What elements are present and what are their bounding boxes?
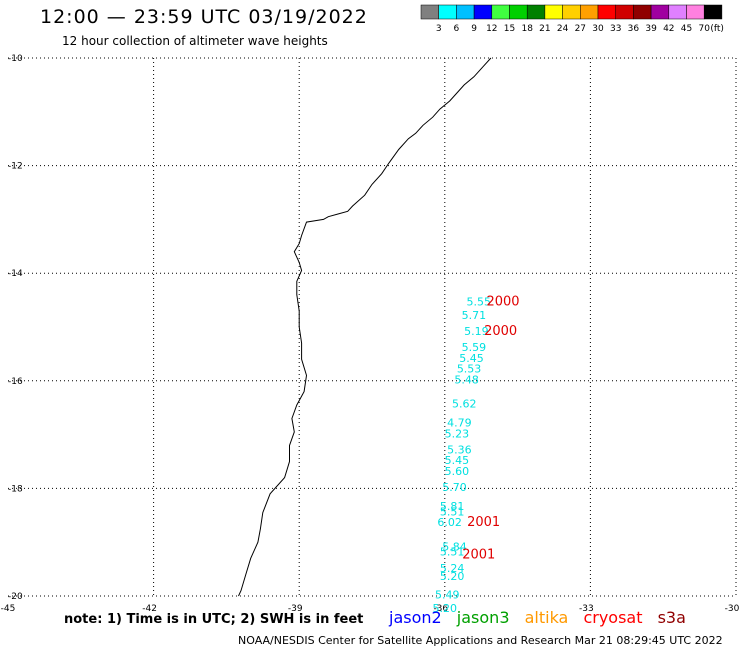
credit-line: NOAA/NESDIS Center for Satellite Applica… xyxy=(238,634,723,647)
colorbar-tick-label: 70 xyxy=(698,24,710,34)
wave-height-value: 5.59 xyxy=(462,341,487,354)
observation-time-label: 2001 xyxy=(467,515,500,530)
colorbar-tick-label: 15 xyxy=(504,24,515,34)
wave-height-value: 5.48 xyxy=(454,373,479,386)
wave-height-value: 5.36 xyxy=(447,443,472,456)
page-title: 12:00 — 23:59 UTC 03/19/2022 xyxy=(40,6,368,28)
colorbar-tick-label: 12 xyxy=(486,24,497,34)
wave-height-colorbar: 3 6 9 12 15 18 21 24 27 30 33 36 39 42 45 70 (ft) xyxy=(420,4,724,34)
wave-height-value: 5.60 xyxy=(445,465,470,478)
wave-height-value: 5.45 xyxy=(459,352,484,365)
wave-height-value: 5.20 xyxy=(433,602,458,615)
lat-tick-label: -18 xyxy=(8,484,23,494)
colorbar-tick-label: 18 xyxy=(521,24,533,34)
wave-height-value: 5.71 xyxy=(462,309,487,322)
wave-height-value: 5.23 xyxy=(445,427,470,440)
coastline xyxy=(238,57,492,597)
lat-tick-label: -10 xyxy=(8,54,23,64)
colorbar-tick-label: 24 xyxy=(557,24,569,34)
wave-height-value: 5.84 xyxy=(442,540,467,553)
lat-tick-label: -14 xyxy=(8,269,23,279)
satellite-legend: jason2 jason3 altika cryosat s3a xyxy=(389,608,696,627)
colorbar-tick-label: 27 xyxy=(575,24,586,34)
lon-tick-label: -39 xyxy=(288,604,303,614)
wave-height-value: 5.70 xyxy=(442,481,467,494)
colorbar-unit-label: (ft) xyxy=(710,24,724,34)
lon-tick-label: -42 xyxy=(142,604,157,614)
colorbar-tick-label: 42 xyxy=(663,24,674,34)
wave-height-value: 6.02 xyxy=(437,516,462,529)
wave-height-map[interactable]: -45 -42 -39 -36 -33 -30 -10 -12 -14 -16 -18 -20 5.55… xyxy=(0,0,740,620)
satellite-jason2-label: jason2 xyxy=(389,608,442,627)
wave-height-value: 5.51 xyxy=(440,505,465,518)
lat-tick-label: -16 xyxy=(8,377,23,387)
colorbar-tick-label: 36 xyxy=(628,24,640,34)
lon-tick-label: -36 xyxy=(433,604,448,614)
colorbar-tick-label: 39 xyxy=(645,24,657,34)
observation-time-label: 2000 xyxy=(486,294,519,309)
page-subtitle: 12 hour collection of altimeter wave hei… xyxy=(62,34,328,48)
wave-height-value: 5.51 xyxy=(440,546,465,559)
satellite-cryosat-label: cryosat xyxy=(583,608,643,627)
lon-tick-label: -33 xyxy=(579,604,594,614)
colorbar-tick-label: 30 xyxy=(592,24,604,34)
satellite-altika-label: altika xyxy=(524,608,569,627)
colorbar-tick-label: 3 xyxy=(436,24,442,34)
colorbar-swatch xyxy=(703,4,723,20)
observation-time-label: 2001 xyxy=(462,547,495,562)
wave-height-value: 5.55 xyxy=(467,295,492,308)
satellite-jason3-label: jason3 xyxy=(456,608,510,627)
colorbar-tick-label: 45 xyxy=(681,24,692,34)
wave-height-value: 5.53 xyxy=(457,363,482,376)
wave-height-value: 5.49 xyxy=(435,589,460,602)
colorbar-tick-label: 6 xyxy=(454,24,460,34)
colorbar-tick-label: 33 xyxy=(610,24,621,34)
lon-tick-label: -45 xyxy=(1,604,16,614)
satellite-s3a-label: s3a xyxy=(657,608,686,627)
colorbar-tick-label: 9 xyxy=(471,24,477,34)
wave-height-value: 5.24 xyxy=(440,562,465,575)
wave-height-value: 5.45 xyxy=(428,618,453,620)
wave-height-value: 4.79 xyxy=(447,417,472,430)
footer-note: note: 1) Time is in UTC; 2) SWH is in fe… xyxy=(64,612,364,627)
lat-tick-label: -20 xyxy=(8,592,23,602)
colorbar-tick-label: 21 xyxy=(539,24,550,34)
wave-height-value: 5.19 xyxy=(464,325,489,338)
lat-tick-label: -12 xyxy=(8,162,23,172)
wave-height-value: 5.45 xyxy=(445,454,470,467)
observation-time-label: 2000 xyxy=(484,324,517,339)
lon-tick-label: -30 xyxy=(725,604,740,614)
wave-height-value: 5.81 xyxy=(440,500,465,513)
wave-height-value: 5.62 xyxy=(452,398,477,411)
wave-height-value: 5.20 xyxy=(440,570,465,583)
